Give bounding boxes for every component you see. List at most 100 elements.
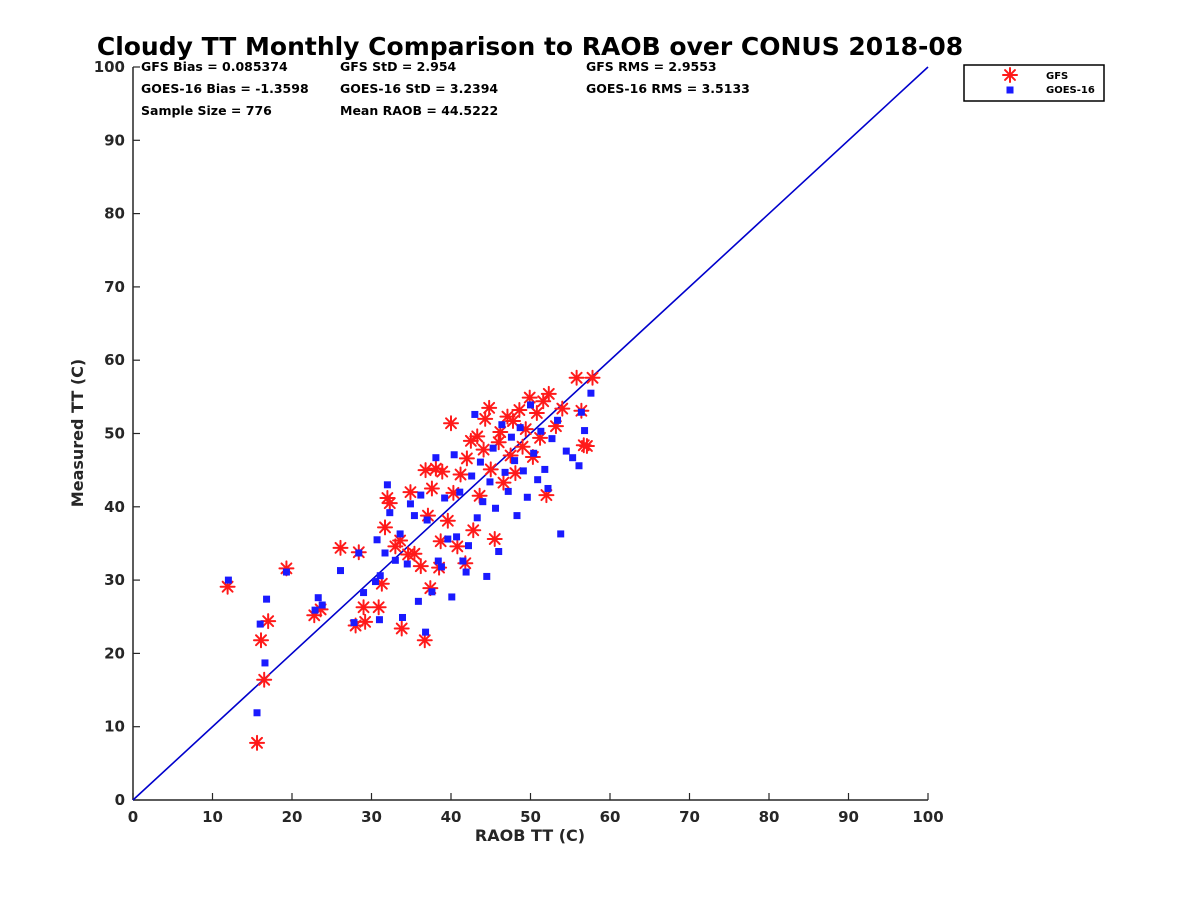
goes-point [422, 628, 430, 636]
goes-point [375, 616, 383, 624]
goes-point [441, 494, 449, 502]
goes-point [587, 389, 595, 397]
goes-point [498, 421, 506, 429]
stat-mean-raob: Mean RAOB = 44.5222 [340, 103, 498, 118]
gfs-point [249, 734, 266, 751]
gfs-point [332, 539, 349, 556]
goes-point [483, 572, 491, 580]
gfs-point [482, 461, 499, 478]
goes-point [376, 572, 384, 580]
goes-point [492, 504, 500, 512]
y-tick-label: 30 [104, 571, 125, 589]
goes-point [504, 487, 512, 495]
goes-point [432, 454, 440, 462]
y-tick-label: 0 [115, 791, 125, 809]
goes-point [360, 589, 368, 597]
y-tick-label: 90 [104, 131, 125, 149]
goes-point [471, 410, 479, 418]
gfs-point [578, 437, 595, 454]
goes-point [311, 606, 319, 614]
x-tick-label: 90 [838, 808, 859, 826]
gfs-point [495, 474, 512, 491]
y-tick-label: 40 [104, 498, 125, 516]
gfs-point [260, 613, 277, 630]
goes-point [383, 481, 391, 489]
legend-gfs-marker-shape [1002, 67, 1018, 83]
gfs-point [417, 462, 434, 479]
gfs-point [514, 438, 531, 455]
gfs-point [475, 441, 492, 458]
goes-point [282, 568, 290, 576]
legend-goes-marker-shape [1006, 86, 1014, 94]
gfs-point [256, 671, 273, 688]
goes-point [507, 433, 515, 441]
goes-point [314, 594, 322, 602]
goes-point [486, 478, 494, 486]
goes-point [516, 424, 524, 432]
stat-gfs-std: GFS StD = 2.954 [340, 59, 457, 74]
gfs-point [355, 599, 372, 616]
gfs-point [465, 522, 482, 539]
y-tick-label: 20 [104, 644, 125, 662]
legend-goes-square-icon [1006, 86, 1014, 94]
gfs-point [505, 413, 522, 430]
goes-point [541, 465, 549, 473]
gfs-point [481, 399, 498, 416]
x-tick-label: 30 [361, 808, 382, 826]
goes-point [256, 620, 264, 628]
data-points [219, 369, 601, 751]
legend-box [963, 64, 1105, 102]
x-tick-label: 10 [202, 808, 223, 826]
y-axis-label: Measured TT (C) [68, 359, 87, 507]
goes-point [519, 467, 527, 475]
goes-point [336, 567, 344, 575]
stat-goes-std: GOES-16 StD = 3.2394 [340, 81, 498, 96]
gfs-point [412, 558, 429, 575]
gfs-point [402, 484, 419, 501]
gfs-point [393, 620, 410, 637]
gfs-point [458, 450, 475, 467]
goes-point [373, 536, 381, 544]
goes-point [434, 557, 442, 565]
y-tick-label: 60 [104, 351, 125, 369]
goes-point [410, 512, 418, 520]
goes-point [462, 568, 470, 576]
gfs-point [486, 531, 503, 548]
gfs-point [370, 599, 387, 616]
goes-point [511, 457, 519, 465]
goes-point [318, 601, 326, 609]
gfs-point [540, 385, 557, 402]
goes-point [391, 556, 399, 564]
goes-point [456, 488, 464, 496]
goes-point [399, 613, 407, 621]
axis-ticks: 0 10 20 30 40 50 60 70 80 90 100 0 10 20 30 40 50 60 70 80 9… [94, 58, 944, 826]
goes-point [569, 454, 577, 462]
goes-point [577, 408, 585, 416]
goes-point [534, 476, 542, 484]
y-tick-label: 10 [104, 718, 125, 736]
stat-sample-size: Sample Size = 776 [141, 103, 272, 118]
x-tick-label: 0 [128, 808, 138, 826]
goes-point [406, 500, 414, 508]
gfs-point [357, 613, 374, 630]
goes-point [527, 401, 534, 409]
goes-point [263, 595, 271, 603]
stat-goes-bias: GOES-16 Bias = -1.3598 [141, 81, 309, 96]
goes-point [403, 560, 411, 568]
gfs-point [568, 369, 585, 386]
gfs-point [528, 404, 545, 421]
goes-point [459, 557, 467, 565]
goes-point [417, 491, 425, 499]
goes-point [381, 549, 389, 557]
goes-point [437, 563, 445, 571]
goes-point [581, 427, 589, 435]
gfs-point [443, 415, 459, 432]
gfs-point [511, 402, 528, 419]
goes-point [414, 597, 422, 605]
goes-point [423, 516, 431, 524]
statistics-block: GFS Bias = 0.085374 GOES-16 Bias = -1.35… [141, 59, 750, 118]
goes-point [554, 416, 562, 424]
goes-point [473, 514, 481, 522]
gfs-point [439, 512, 456, 529]
